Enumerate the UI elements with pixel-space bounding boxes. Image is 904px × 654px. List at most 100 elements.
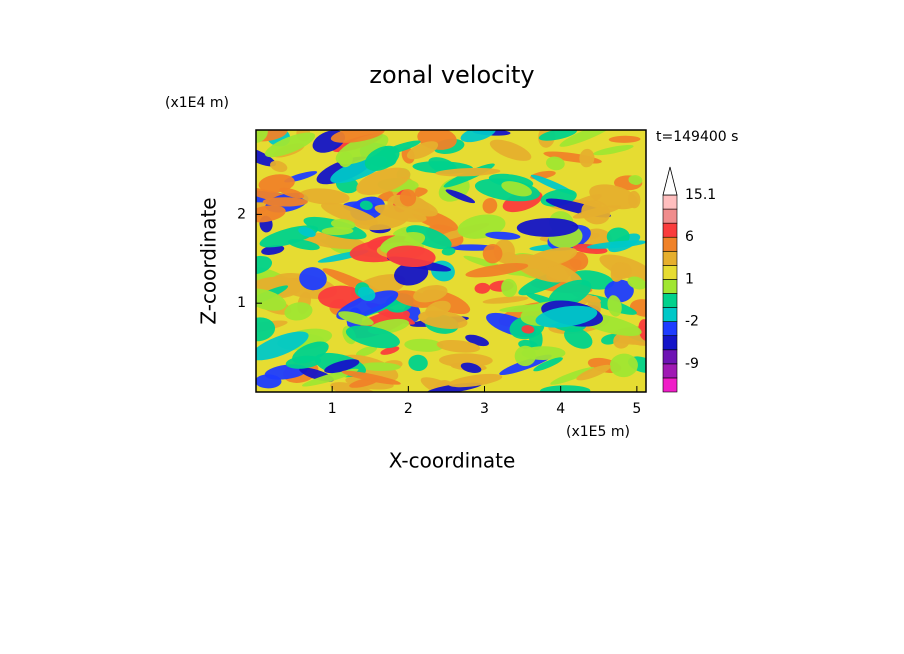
field-patch: [550, 367, 595, 385]
colorbar-band: [662, 377, 678, 393]
field-patch: [435, 167, 501, 177]
colorbar-label: 1: [685, 271, 694, 287]
field-patch: [321, 226, 354, 236]
field-patch: [324, 359, 360, 374]
field-patch: [256, 288, 287, 311]
field-patch: [298, 226, 316, 238]
field-patch: [609, 353, 638, 378]
field-patch: [607, 295, 622, 317]
colorbar-band: [662, 335, 678, 351]
colorbar-label: 15.1: [685, 187, 716, 203]
field-patch: [460, 130, 496, 143]
field-patch: [448, 373, 503, 388]
field-patch: [627, 276, 646, 290]
field-patch: [576, 364, 611, 381]
field-patch: [386, 245, 436, 268]
x-tick-label: 1: [328, 401, 337, 417]
colorbar-band: [662, 279, 678, 294]
y-tick-label: 1: [237, 295, 246, 311]
field-patch: [356, 345, 378, 357]
contour-field: [256, 130, 646, 392]
field-patch: [357, 286, 376, 302]
field-patch: [356, 167, 411, 196]
field-patch: [408, 354, 428, 372]
field-patch: [406, 225, 452, 250]
field-patch: [330, 382, 378, 392]
colorbar-band: [662, 250, 678, 266]
field-patch: [330, 219, 356, 230]
field-patch: [482, 197, 498, 214]
field-patch: [413, 285, 448, 303]
field-patch: [284, 302, 313, 321]
field-patch: [608, 135, 641, 143]
field-patch: [338, 311, 374, 326]
field-patch: [256, 147, 276, 167]
field-patch: [546, 156, 565, 171]
field-patch: [441, 247, 456, 256]
colorbar-band: [662, 194, 678, 210]
x-tick-label: 2: [404, 401, 413, 417]
y-tick-label: 2: [237, 206, 246, 222]
colorbar-band: [662, 363, 678, 379]
field-patch: [474, 282, 491, 294]
x-unit: (x1E5 m): [566, 424, 630, 440]
x-axis-label: X-coordinate: [389, 449, 516, 473]
colorbar-triangle: [662, 166, 678, 196]
field-patch: [445, 189, 476, 204]
field-patch: [579, 148, 595, 168]
field-patch: [279, 187, 305, 199]
field-patch: [299, 267, 327, 291]
field-patch: [399, 189, 417, 207]
field-patch: [482, 296, 529, 304]
field-patch: [359, 200, 373, 210]
field-patch: [535, 305, 598, 328]
field-patch: [299, 188, 350, 205]
field-patch: [489, 139, 532, 161]
field-patch: [465, 334, 490, 347]
field-patch: [586, 240, 646, 249]
colorbar-band: [662, 265, 678, 280]
colorbar-label: -2: [685, 314, 699, 330]
field-patch: [521, 325, 535, 334]
field-patch: [572, 205, 622, 219]
field-patch: [404, 338, 444, 352]
field-patch: [539, 385, 591, 392]
field-patch: [359, 362, 401, 371]
field-patch: [501, 278, 518, 298]
field-patch: [380, 346, 400, 355]
field-patch: [627, 190, 641, 209]
colorbar-band: [662, 236, 678, 252]
field-patch: [523, 247, 578, 269]
time-label: t=149400 s: [656, 129, 738, 145]
field-patch: [436, 340, 481, 353]
y-axis-label: Z-coordinate: [197, 197, 221, 324]
field-patch: [270, 160, 288, 172]
field-patch: [485, 231, 521, 240]
field-patch: [364, 145, 400, 171]
field-patch: [628, 175, 643, 185]
colorbar-band: [662, 293, 678, 308]
colorbar-band: [662, 208, 678, 224]
field-patch: [610, 262, 626, 282]
field-patch: [345, 325, 400, 349]
field-patch: [629, 299, 646, 317]
x-tick-label: 3: [480, 401, 489, 417]
chart-title: zonal velocity: [369, 61, 534, 89]
field-patch: [516, 218, 579, 237]
colorbar-band: [662, 222, 678, 238]
field-patch: [374, 204, 427, 223]
x-tick-label: 5: [632, 401, 641, 417]
colorbar-band: [662, 349, 678, 365]
field-patch: [465, 263, 529, 278]
plot-frame: [255, 129, 647, 393]
field-patch: [559, 130, 617, 147]
field-patch: [321, 202, 378, 226]
x-tick-label: 4: [556, 401, 565, 417]
field-patch: [335, 133, 389, 165]
field-patch: [533, 357, 563, 372]
field-patch: [256, 331, 309, 361]
field-patch: [613, 333, 630, 349]
colorbar-label: 6: [685, 229, 694, 245]
field-patch: [538, 130, 577, 141]
